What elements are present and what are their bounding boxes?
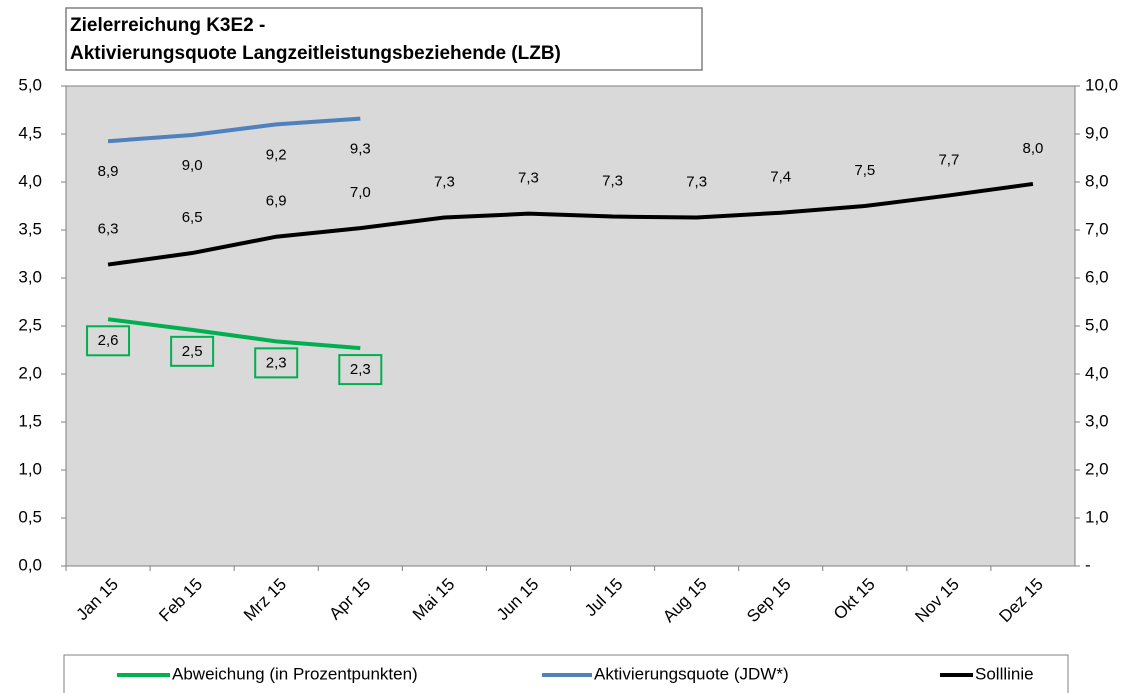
- x-tick-label: Nov 15: [911, 575, 963, 627]
- x-tick-label: Jan 15: [73, 575, 123, 625]
- title-box: [65, 7, 703, 71]
- data-label: 8,9: [98, 163, 119, 180]
- legend-label: Abweichung (in Prozentpunkten): [172, 664, 418, 683]
- legend-label: Aktivierungsquote (JDW*): [594, 664, 789, 683]
- y2-tick-label: 8,0: [1085, 171, 1109, 190]
- y-tick-label: 4,0: [18, 171, 42, 190]
- series-line: [107, 317, 361, 351]
- data-label: 6,5: [182, 209, 203, 226]
- y-tick-label: 2,0: [18, 363, 42, 382]
- data-label-box: [170, 335, 215, 367]
- data-label-box: [86, 325, 131, 357]
- y-tick-label: 1,5: [18, 411, 42, 430]
- chart-title: Zielerreichung K3E2 -: [70, 15, 265, 36]
- data-label: 7,3: [602, 173, 623, 190]
- x-tick-label: Jun 15: [493, 575, 543, 625]
- plot-area: [65, 85, 1076, 567]
- y-tick-label: 3,0: [18, 267, 42, 286]
- x-tick-label: Aug 15: [659, 575, 711, 627]
- y2-tick-label: -: [1085, 555, 1091, 574]
- x-tick-label: Feb 15: [155, 575, 206, 626]
- y-tick-label: 4,5: [18, 123, 42, 142]
- data-label: 9,2: [266, 146, 287, 163]
- data-label: 9,3: [350, 141, 371, 158]
- y2-tick-label: 7,0: [1085, 219, 1109, 238]
- data-label: 7,5: [854, 162, 875, 179]
- data-label: 2,3: [350, 361, 371, 378]
- y-tick-label: 0,5: [18, 507, 42, 526]
- y2-tick-label: 6,0: [1085, 267, 1109, 286]
- data-label: 6,9: [266, 193, 287, 210]
- y-tick-label: 3,5: [18, 219, 42, 238]
- data-label: 2,6: [98, 332, 119, 349]
- data-label: 7,3: [434, 173, 455, 190]
- y-tick-label: 0,0: [18, 555, 42, 574]
- y-tick-label: 5,0: [18, 75, 42, 94]
- data-label: 9,0: [182, 157, 203, 174]
- y-tick-label: 1,0: [18, 459, 42, 478]
- y2-tick-label: 4,0: [1085, 363, 1109, 382]
- data-label: 7,7: [938, 151, 959, 168]
- data-label: 7,4: [770, 169, 791, 186]
- y2-tick-label: 5,0: [1085, 315, 1109, 334]
- x-tick-label: Sep 15: [743, 575, 795, 627]
- y2-tick-label: 10,0: [1085, 75, 1118, 94]
- data-label: 7,3: [686, 173, 707, 190]
- y2-tick-label: 1,0: [1085, 507, 1109, 526]
- data-label: 2,3: [266, 354, 287, 371]
- legend-label: Solllinie: [975, 664, 1034, 683]
- x-tick-label: Okt 15: [830, 575, 879, 624]
- x-tick-label: Jul 15: [581, 575, 627, 621]
- series-line: [107, 181, 1034, 267]
- x-tick-label: Apr 15: [325, 575, 374, 624]
- data-label: 7,0: [350, 184, 371, 201]
- y2-tick-label: 9,0: [1085, 123, 1109, 142]
- series-line: [107, 116, 361, 144]
- y-tick-label: 2,5: [18, 315, 42, 334]
- data-label: 6,3: [98, 221, 119, 238]
- data-label: 8,0: [1023, 140, 1044, 157]
- data-label-box: [254, 347, 299, 379]
- y2-tick-label: 3,0: [1085, 411, 1109, 430]
- x-tick-label: Dez 15: [995, 575, 1047, 627]
- data-label: 7,3: [518, 170, 539, 187]
- x-tick-label: Mai 15: [409, 575, 459, 625]
- x-tick-label: Mrz 15: [240, 575, 290, 625]
- data-label: 2,5: [182, 343, 203, 360]
- y2-tick-label: 2,0: [1085, 459, 1109, 478]
- data-label-box: [338, 354, 383, 386]
- chart-title: Aktivierungsquote Langzeitleistungsbezie…: [70, 43, 561, 64]
